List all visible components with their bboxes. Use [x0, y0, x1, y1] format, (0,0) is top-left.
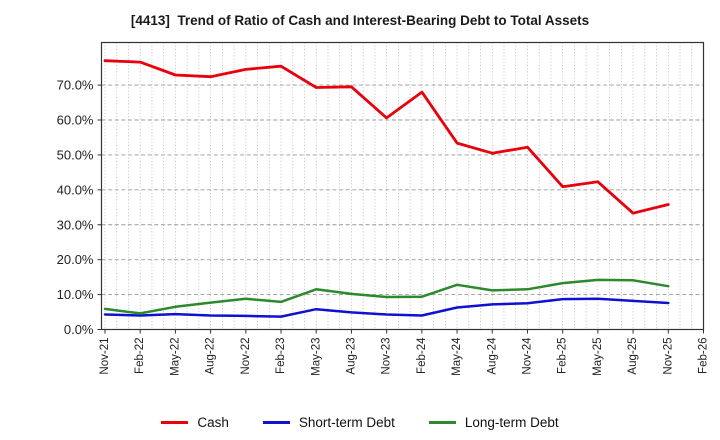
x-tick-label: Nov-23: [381, 338, 393, 375]
x-tick-label: Aug-24: [486, 337, 498, 375]
y-tick-label: 20.0%: [57, 252, 94, 267]
chart-title: [4413] Trend of Ratio of Cash and Intere…: [130, 13, 590, 28]
x-axis-labels: Nov-21 Feb-22 May-22 Aug-22 Nov-22 Feb-23 May-…: [99, 329, 710, 376]
x-tick-label: Aug-22: [205, 338, 217, 375]
y-tick-label: 60.0%: [57, 113, 94, 128]
x-tick-label: May-25: [592, 338, 604, 376]
series-line-cash: [103, 59, 670, 215]
x-tick-label: May-23: [310, 338, 322, 376]
series-line-long-term-debt: [103, 278, 670, 315]
x-tick-label: Feb-23: [275, 338, 287, 374]
x-tick-label: Nov-25: [662, 338, 674, 375]
y-axis-labels: 0.0% 10.0% 20.0% 30.0% 40.0% 50.0% 60.0% 70.0%: [57, 78, 102, 337]
chart-legend: Cash Short-term Debt Long-term Debt: [0, 415, 720, 430]
y-tick-label: 50.0%: [57, 147, 94, 162]
y-tick-label: 70.0%: [57, 78, 94, 93]
legend-item-short-term-debt: Short-term Debt: [262, 415, 395, 430]
x-tick-label: Feb-26: [698, 338, 710, 374]
y-tick-label: 10.0%: [57, 287, 94, 302]
legend-label-long-term-debt: Long-term Debt: [464, 415, 559, 430]
x-tick-label: Aug-23: [345, 338, 357, 375]
trend-line-chart: 0.0% 10.0% 20.0% 30.0% 40.0% 50.0% 60.0% 70.0% N…: [57, 41, 710, 376]
y-tick-label: 40.0%: [57, 182, 94, 197]
x-tick-label: Nov-24: [522, 337, 534, 375]
legend-item-cash: Cash: [161, 415, 229, 430]
x-tick-label: Nov-22: [240, 338, 252, 375]
horizontal-gridlines: [101, 84, 704, 296]
x-tick-label: Nov-21: [99, 338, 111, 375]
legend-label-short-term-debt: Short-term Debt: [298, 415, 395, 430]
x-tick-label: Feb-22: [134, 338, 146, 374]
x-tick-label: May-24: [451, 337, 463, 376]
y-tick-label: 30.0%: [57, 217, 94, 232]
x-tick-label: Feb-25: [557, 338, 569, 374]
legend-item-long-term-debt: Long-term Debt: [428, 415, 559, 430]
vertical-gridlines: [104, 42, 704, 330]
x-tick-label: Feb-24: [416, 337, 428, 374]
x-tick-label: May-22: [169, 338, 181, 376]
x-tick-label: Aug-25: [627, 338, 639, 375]
legend-swatch-short-term-debt: [262, 421, 290, 424]
legend-swatch-cash: [161, 421, 189, 424]
legend-label-cash: Cash: [197, 415, 229, 430]
plot-border: [100, 41, 705, 331]
y-tick-label: 0.0%: [64, 322, 94, 337]
series-line-short-term-debt: [103, 297, 670, 318]
legend-swatch-long-term-debt: [428, 421, 456, 424]
